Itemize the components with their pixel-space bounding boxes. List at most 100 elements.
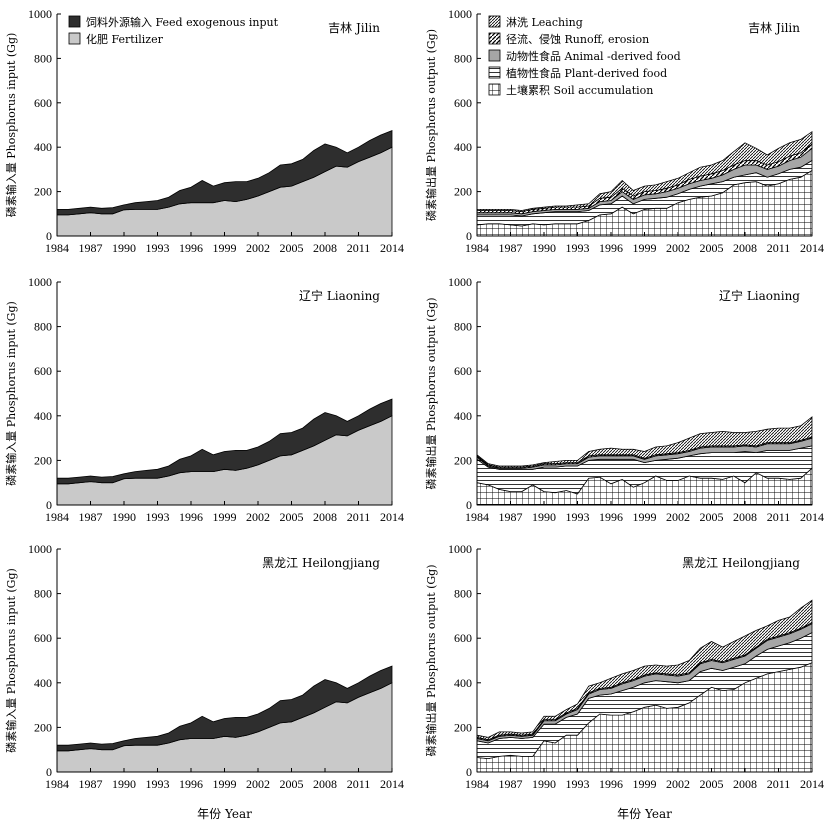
y-tick-label: 600 [454, 96, 472, 110]
y-tick-label: 600 [34, 96, 52, 110]
y-axis-title: 磷素输出量 Phosphorus output (Gg) [424, 297, 438, 489]
y-tick-label: 800 [454, 320, 472, 334]
x-tick-label: 2008 [733, 777, 757, 791]
x-tick-label: 2011 [347, 241, 371, 255]
y-tick-label: 1000 [448, 7, 472, 21]
y-tick-label: 600 [454, 364, 472, 378]
x-tick-label: 1993 [146, 241, 170, 255]
y-tick-label: 1000 [28, 275, 52, 289]
x-tick-label: 1993 [566, 777, 590, 791]
x-axis-title: 年份 Year [197, 807, 252, 821]
y-tick-label: 1000 [448, 542, 472, 556]
y-tick-label: 0 [466, 498, 472, 512]
y-tick-label: 600 [34, 364, 52, 378]
y-tick-label: 200 [34, 185, 52, 199]
legend-swatch [68, 32, 81, 45]
x-tick-label: 1999 [213, 777, 237, 791]
y-tick-label: 0 [46, 229, 52, 243]
x-tick-label: 1987 [499, 510, 523, 524]
region-label: 黑龙江 Heilongjiang [262, 556, 380, 570]
area-heilongjiang-output-series-4 [476, 599, 813, 741]
x-tick-label: 2011 [767, 510, 791, 524]
region-label: 辽宁 Liaoning [299, 288, 380, 303]
x-tick-label: 1990 [532, 510, 556, 524]
y-tick-label: 1000 [28, 542, 52, 556]
x-tick-label: 1996 [179, 241, 203, 255]
x-tick-label: 2005 [280, 241, 304, 255]
y-tick-label: 400 [34, 140, 52, 154]
x-tick-label: 1996 [599, 241, 623, 255]
legend-label: 植物性食品 Plant-derived food [506, 66, 667, 80]
x-tick-label: 1984 [45, 241, 69, 255]
area-heilongjiang-input-series-1 [56, 665, 393, 752]
x-tick-label: 1987 [499, 241, 523, 255]
legend-swatch [68, 15, 81, 28]
area-liaoning-output-series-4 [476, 416, 813, 468]
x-tick-label: 2002 [246, 777, 270, 791]
panel-heilongjiang-input: 0 200 400 600 800 1000 1984 1987 1990 1993 1996 199… [4, 542, 404, 821]
x-tick-label: 2002 [666, 241, 690, 255]
x-tick-label: 2005 [700, 510, 724, 524]
y-tick-label: 200 [454, 720, 472, 734]
area-jilin-input-series-1 [56, 130, 393, 216]
x-tick-label: 1987 [79, 241, 103, 255]
y-tick-label: 800 [34, 51, 52, 65]
x-tick-label: 1996 [179, 510, 203, 524]
x-tick-label: 2014 [380, 777, 404, 791]
x-tick-label: 2011 [347, 777, 371, 791]
y-axis-title: 磷素输出量 Phosphorus output (Gg) [424, 564, 438, 756]
panel-liaoning-output: 0 200 400 600 800 1000 1984 1987 1990 1993 1996 199… [424, 275, 824, 524]
x-tick-label: 1993 [146, 510, 170, 524]
x-tick-label: 1984 [465, 777, 489, 791]
panel-liaoning-input: 0 200 400 600 800 1000 1984 1987 1990 1993 1996 199… [4, 275, 404, 524]
y-axis-title: 磷素输入量 Phosphorus input (Gg) [4, 301, 18, 486]
x-tick-label: 2008 [313, 510, 337, 524]
x-tick-label: 1999 [633, 241, 657, 255]
legend-swatch [488, 66, 501, 79]
legend: 淋洗 Leaching 径流、侵蚀 Runoff, erosion 动物性食品 An… [488, 15, 681, 97]
x-tick-label: 1990 [112, 777, 136, 791]
y-tick-label: 0 [466, 229, 472, 243]
x-tick-label: 2014 [800, 777, 824, 791]
x-tick-label: 2011 [347, 510, 371, 524]
y-axis-title: 磷素输出量 Phosphorus output (Gg) [424, 29, 438, 221]
legend-label: 淋洗 Leaching [506, 16, 583, 29]
y-tick-label: 0 [46, 765, 52, 779]
x-tick-label: 2005 [700, 777, 724, 791]
legend-label: 化肥 Fertilizer [86, 32, 164, 46]
legend-swatch [488, 15, 501, 28]
x-tick-label: 1990 [112, 510, 136, 524]
x-tick-label: 2002 [666, 777, 690, 791]
y-tick-label: 200 [34, 453, 52, 467]
x-tick-label: 1984 [45, 510, 69, 524]
x-tick-label: 1999 [633, 510, 657, 524]
region-label: 黑龙江 Heilongjiang [682, 556, 800, 570]
x-tick-label: 1993 [146, 777, 170, 791]
x-tick-label: 1996 [599, 777, 623, 791]
x-tick-label: 1987 [79, 777, 103, 791]
x-tick-label: 1987 [79, 510, 103, 524]
x-tick-label: 1993 [566, 510, 590, 524]
x-tick-label: 1999 [633, 777, 657, 791]
legend: 饲料外源输入 Feed exogenous input 化肥 Fertilizer [68, 15, 279, 46]
x-tick-label: 2008 [313, 241, 337, 255]
x-tick-label: 2008 [313, 777, 337, 791]
y-tick-label: 0 [466, 765, 472, 779]
y-tick-label: 0 [46, 498, 52, 512]
legend-swatch [488, 49, 501, 62]
x-tick-label: 1987 [499, 777, 523, 791]
x-tick-label: 2005 [280, 510, 304, 524]
x-tick-label: 2014 [800, 510, 824, 524]
legend-label: 径流、侵蚀 Runoff, erosion [506, 32, 649, 46]
x-tick-label: 2008 [733, 241, 757, 255]
x-axis-title: 年份 Year [617, 807, 672, 821]
y-axis-title: 磷素输入量 Phosphorus input (Gg) [4, 33, 18, 218]
y-tick-label: 800 [454, 587, 472, 601]
x-tick-label: 2014 [380, 510, 404, 524]
y-tick-label: 200 [454, 185, 472, 199]
x-tick-label: 1984 [45, 777, 69, 791]
x-tick-label: 2002 [246, 510, 270, 524]
x-tick-label: 2005 [280, 777, 304, 791]
x-tick-label: 1999 [213, 510, 237, 524]
